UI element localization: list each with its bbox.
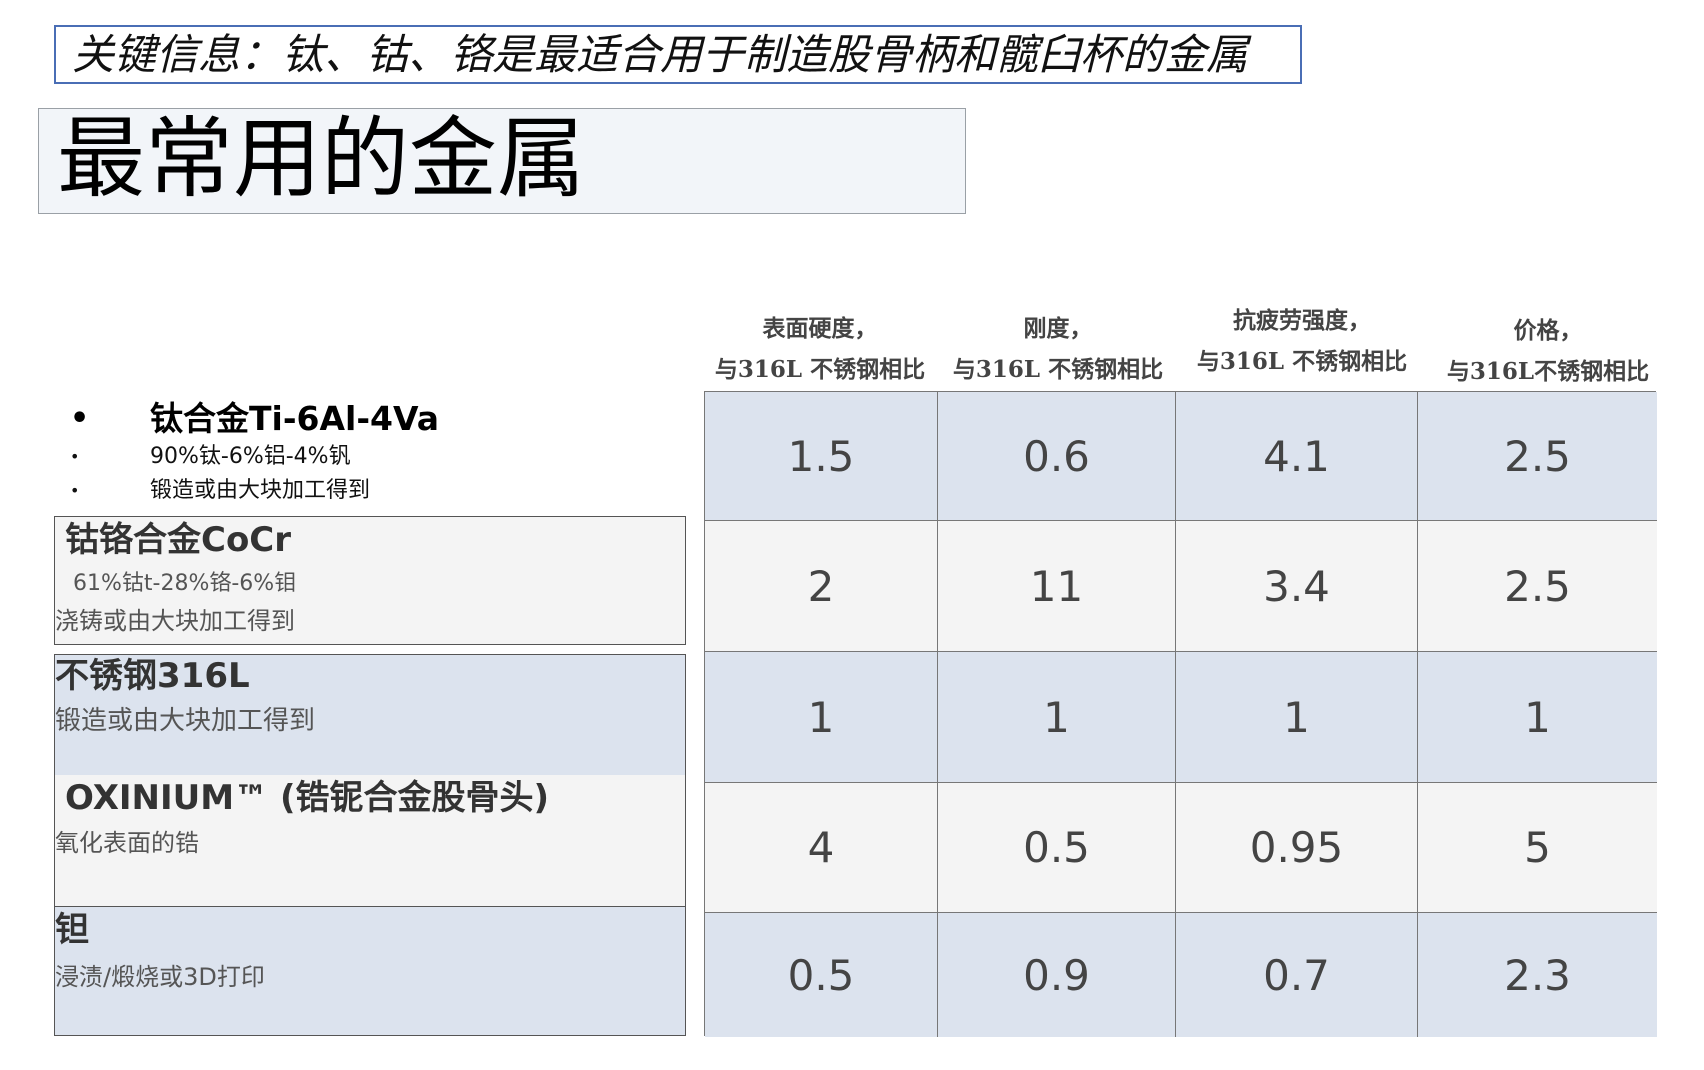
column-header-line2: 与316L 不锈钢相比 — [952, 356, 1164, 383]
column-header-line1: 价格， — [1513, 317, 1583, 344]
key-info-banner: 关键信息：钛、钴、铬是最适合用于制造股骨柄和髋臼杯的金属 — [54, 25, 1302, 84]
material-box-oxinium: OXINIUM™ (锆铌合金股骨头) 氧化表面的锆 — [54, 775, 686, 907]
table-cell: 4 — [705, 783, 938, 913]
table-cell: 0.6 — [938, 392, 1176, 521]
table-cell: 0.5 — [705, 913, 938, 1037]
table-cell: 3.4 — [1176, 521, 1418, 652]
material-name: OXINIUM™ (锆铌合金股骨头) — [65, 778, 550, 818]
column-header-hardness: 表面硬度， 与316L 不锈钢相比 — [700, 308, 940, 394]
bullet-marker: • — [70, 481, 80, 500]
material-name-titanium: • 钛合金Ti-6Al-4Va — [70, 398, 670, 440]
material-detail-text: 61%钴t-28%铬-6%钼 — [73, 571, 297, 596]
table-cell: 2.5 — [1418, 392, 1657, 521]
table-cell: 0.7 — [1176, 913, 1418, 1037]
table-cell: 2.3 — [1418, 913, 1657, 1037]
column-header-line1: 表面硬度， — [762, 315, 878, 342]
table-cell: 1 — [705, 652, 938, 783]
column-header-line2: 与316L 不锈钢相比 — [1196, 348, 1408, 375]
comparison-table: 1.5 0.6 4.1 2.5 2 11 3.4 2.5 1 1 1 1 4 0… — [704, 391, 1657, 1037]
column-header-line2: 与316L 不锈钢相比 — [714, 356, 926, 383]
material-box-tantalum: 钽 浸渍/煅烧或3D打印 — [54, 906, 686, 1036]
table-cell: 0.95 — [1176, 783, 1418, 913]
material-name: 不锈钢316L — [55, 656, 250, 696]
slide-title: 最常用的金属 — [38, 108, 966, 214]
column-header-fatigue: 抗疲劳强度， 与316L 不锈钢相比 — [1176, 300, 1428, 386]
material-name: 钴铬合金CoCr — [65, 520, 292, 560]
table-cell: 5 — [1418, 783, 1657, 913]
column-header-price: 价格， 与316L不锈钢相比 — [1428, 310, 1668, 396]
titanium-bullet-list: • 钛合金Ti-6Al-4Va • 90%钛-6%铝-4%钒 • 锻造或由大块加… — [70, 398, 670, 508]
column-header-line1: 刚度， — [1023, 315, 1093, 342]
material-detail: • 锻造或由大块加工得到 — [70, 474, 670, 508]
table-cell: 4.1 — [1176, 392, 1418, 521]
material-detail-text: 锻造或由大块加工得到 — [55, 706, 316, 736]
material-name: 钛合金Ti-6Al-4Va — [150, 399, 439, 438]
material-detail-text: 浸渍/煅烧或3D打印 — [55, 963, 265, 991]
table-cell: 2 — [705, 521, 938, 652]
bullet-marker: • — [70, 401, 90, 436]
table-cell: 1 — [1418, 652, 1657, 783]
table-cell: 0.9 — [938, 913, 1176, 1037]
material-detail-text: 锻造或由大块加工得到 — [150, 478, 371, 503]
material-detail-text: 浇铸或由大块加工得到 — [55, 607, 295, 635]
material-detail: • 90%钛-6%铝-4%钒 — [70, 440, 670, 474]
table-cell: 11 — [938, 521, 1176, 652]
material-detail-text: 90%钛-6%铝-4%钒 — [150, 444, 351, 469]
column-header-line2: 与316L不锈钢相比 — [1446, 358, 1650, 385]
material-box-stainless: 不锈钢316L 锻造或由大块加工得到 — [54, 654, 686, 776]
material-box-cocr: 钴铬合金CoCr 61%钴t-28%铬-6%钼 浇铸或由大块加工得到 — [54, 516, 686, 645]
table-cell: 1.5 — [705, 392, 938, 521]
material-name: 钽 — [55, 910, 89, 950]
material-detail-text: 氧化表面的锆 — [55, 829, 199, 857]
table-cell: 2.5 — [1418, 521, 1657, 652]
column-header-line1: 抗疲劳强度， — [1233, 307, 1371, 334]
table-cell: 1 — [1176, 652, 1418, 783]
table-cell: 1 — [938, 652, 1176, 783]
column-header-stiffness: 刚度， 与316L 不锈钢相比 — [936, 308, 1180, 394]
bullet-marker: • — [70, 447, 80, 466]
table-cell: 0.5 — [938, 783, 1176, 913]
